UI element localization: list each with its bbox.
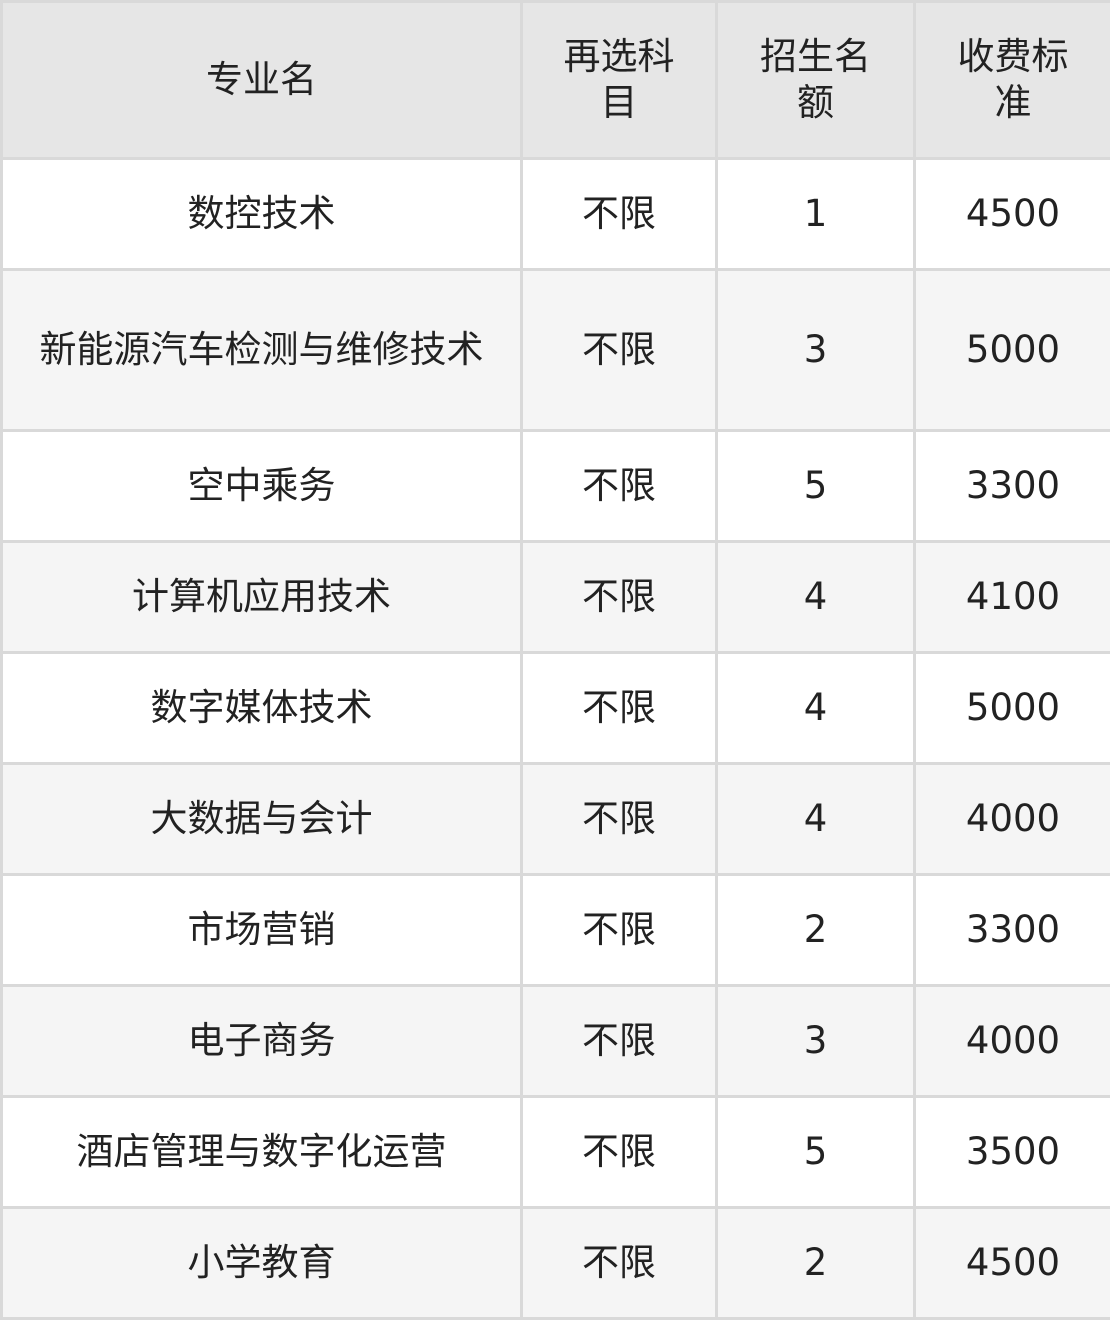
cell-major: 计算机应用技术	[0, 540, 523, 655]
table-row: 大数据与会计 不限 4 4000	[0, 762, 1110, 877]
cell-major: 市场营销	[0, 873, 523, 988]
table-row: 小学教育 不限 2 4500	[0, 1205, 1110, 1320]
table-row: 市场营销 不限 2 3300	[0, 873, 1110, 988]
cell-quota: 4	[715, 651, 916, 766]
cell-subject: 不限	[520, 651, 718, 766]
header-row: 专业名 再选科目 招生名额 收费标准	[0, 0, 1110, 160]
cell-fee: 3300	[913, 429, 1110, 544]
table-row: 计算机应用技术 不限 4 4100	[0, 540, 1110, 655]
cell-fee: 5000	[913, 267, 1110, 433]
cell-quota: 2	[715, 1205, 916, 1320]
cell-subject: 不限	[520, 873, 718, 988]
table-row: 数字媒体技术 不限 4 5000	[0, 651, 1110, 766]
header-quota: 招生名额	[715, 0, 916, 160]
cell-fee: 4000	[913, 984, 1110, 1098]
cell-subject: 不限	[520, 540, 718, 655]
cell-quota: 5	[715, 1094, 916, 1209]
table-row: 空中乘务 不限 5 3300	[0, 429, 1110, 544]
cell-subject: 不限	[520, 429, 718, 544]
cell-fee: 5000	[913, 651, 1110, 766]
cell-subject: 不限	[520, 984, 718, 1098]
cell-major: 新能源汽车检测与维修技术	[0, 267, 523, 433]
cell-subject: 不限	[520, 1205, 718, 1320]
table-row: 新能源汽车检测与维修技术 不限 3 5000	[0, 267, 1110, 433]
cell-fee: 4500	[913, 157, 1110, 271]
cell-quota: 3	[715, 267, 916, 433]
cell-quota: 2	[715, 873, 916, 988]
cell-fee: 3300	[913, 873, 1110, 988]
cell-quota: 4	[715, 540, 916, 655]
cell-subject: 不限	[520, 267, 718, 433]
cell-fee: 4100	[913, 540, 1110, 655]
cell-quota: 3	[715, 984, 916, 1098]
header-major: 专业名	[0, 0, 523, 160]
table-row: 数控技术 不限 1 4500	[0, 157, 1110, 271]
header-subject: 再选科目	[520, 0, 718, 160]
cell-quota: 4	[715, 762, 916, 877]
cell-major: 数字媒体技术	[0, 651, 523, 766]
cell-major: 空中乘务	[0, 429, 523, 544]
table-row: 酒店管理与数字化运营 不限 5 3500	[0, 1094, 1110, 1209]
cell-subject: 不限	[520, 157, 718, 271]
cell-subject: 不限	[520, 762, 718, 877]
cell-fee: 4000	[913, 762, 1110, 877]
cell-subject: 不限	[520, 1094, 718, 1209]
cell-major: 数控技术	[0, 157, 523, 271]
cell-fee: 3500	[913, 1094, 1110, 1209]
cell-quota: 5	[715, 429, 916, 544]
cell-major: 小学教育	[0, 1205, 523, 1320]
table-row: 电子商务 不限 3 4000	[0, 984, 1110, 1098]
cell-quota: 1	[715, 157, 916, 271]
cell-major: 酒店管理与数字化运营	[0, 1094, 523, 1209]
cell-major: 电子商务	[0, 984, 523, 1098]
header-fee: 收费标准	[913, 0, 1110, 160]
cell-fee: 4500	[913, 1205, 1110, 1320]
cell-major: 大数据与会计	[0, 762, 523, 877]
